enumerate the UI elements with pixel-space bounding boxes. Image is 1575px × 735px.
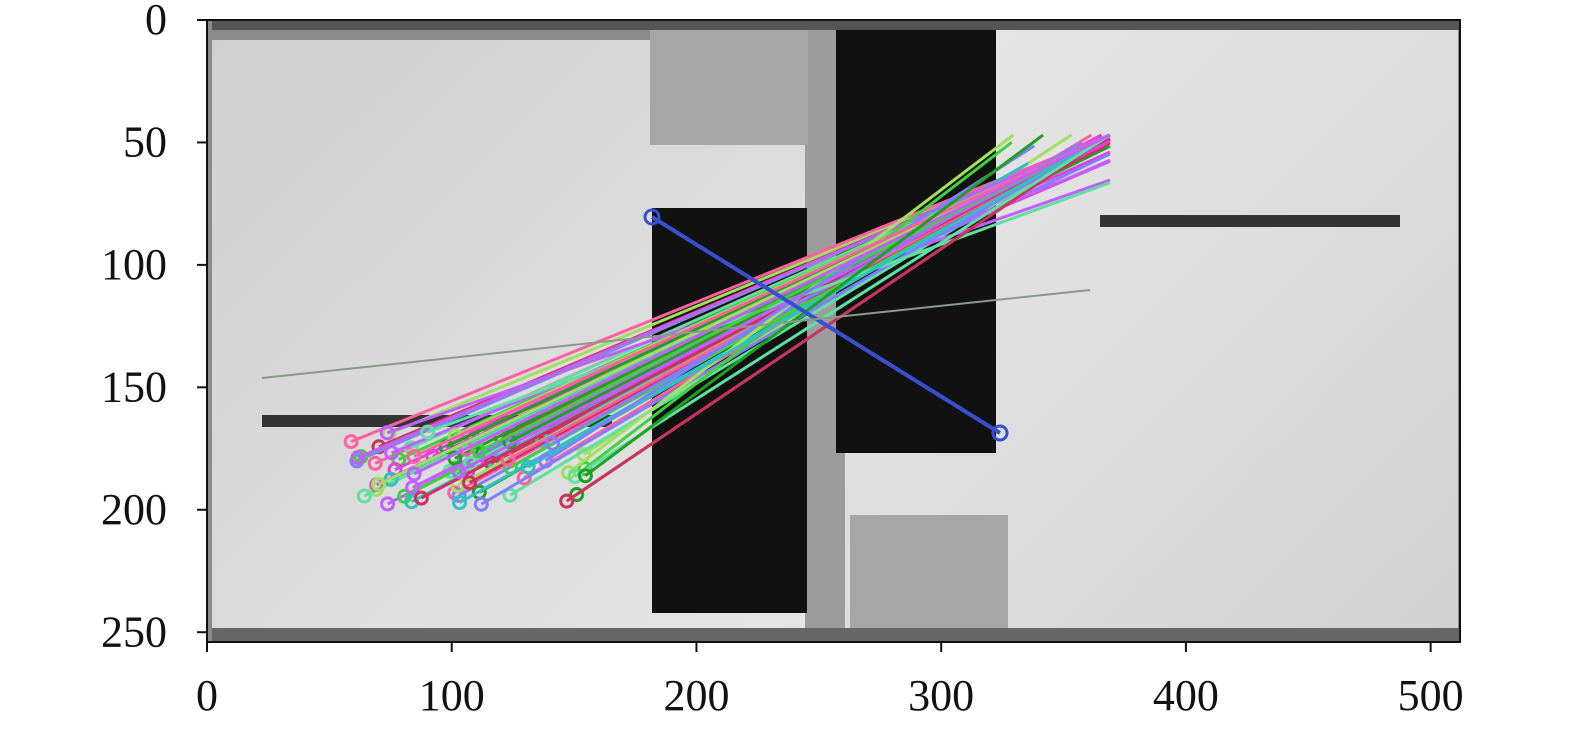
x-tick-label: 100 [419,671,485,720]
match-line [413,133,1111,476]
x-tick-label: 300 [908,671,974,720]
keypoint [473,496,489,512]
keypoint [545,435,561,451]
y-tick-label: 250 [101,607,167,656]
keypoint [405,479,421,495]
keypoint [471,443,487,459]
keypoint [567,468,583,484]
keypoint [350,450,366,466]
keypoint [451,464,467,480]
image [207,20,1460,642]
match-line [357,133,1111,460]
keypoint [569,487,585,503]
match-line [458,133,1111,473]
keypoint [379,425,395,441]
plot-frame [206,19,1461,643]
keypoint [406,448,422,464]
keypoint [356,488,372,504]
match-line [413,133,1111,458]
y-tick-label: 0 [145,0,167,44]
x-tick-label: 200 [663,671,729,720]
y-tick-label: 200 [101,485,167,534]
keypoint [413,490,429,506]
match-line [584,133,1044,477]
keypoint [520,459,536,475]
x-tick-label: 500 [1398,671,1464,720]
x-tick-label: 0 [196,671,218,720]
y-tick-label: 100 [101,240,167,289]
keypoint [577,468,593,484]
keypoint [371,476,387,492]
match-line [583,141,1013,470]
keypoint [384,445,400,461]
keypoint [461,475,477,491]
keypoint [380,496,396,512]
keypoint [502,487,518,503]
keypoint [420,424,436,440]
match-line [565,133,1111,503]
keypoint [538,453,554,469]
keypoint [559,493,575,509]
y-tick-label: 50 [123,118,167,167]
y-tick-label: 150 [101,362,167,411]
match-line [574,133,1111,478]
x-tick-label: 400 [1153,671,1219,720]
keypoint [452,495,468,511]
match-line [350,133,1111,443]
keypoint [367,455,383,471]
keypoint [406,466,422,482]
keypoint [343,434,359,450]
